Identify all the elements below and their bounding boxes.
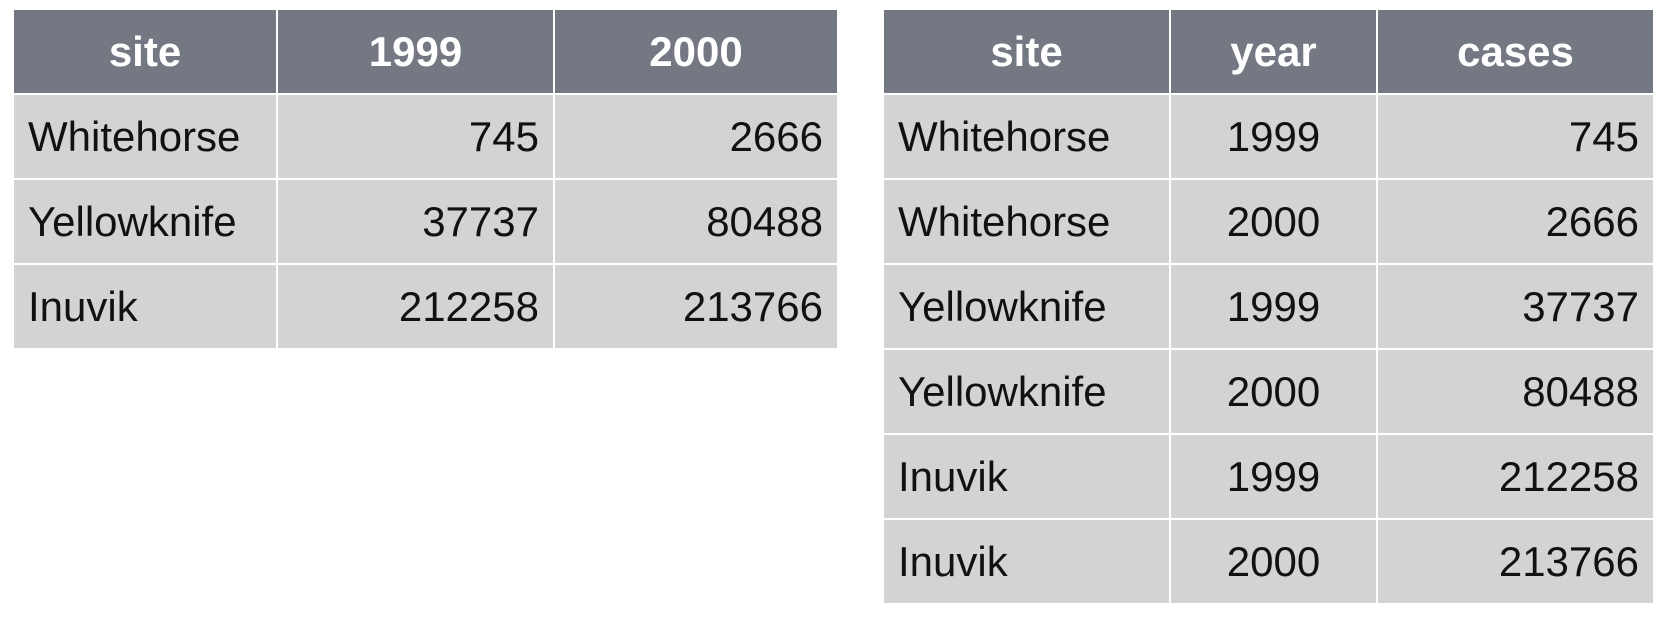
value-cell: 213766 — [553, 263, 839, 350]
column-header-1999: 1999 — [276, 8, 555, 95]
table-row: Yellowknife 37737 80488 — [12, 178, 839, 265]
column-header-2000: 2000 — [553, 8, 839, 95]
site-cell: Whitehorse — [12, 93, 278, 180]
site-cell: Yellowknife — [882, 263, 1171, 350]
table-row: Yellowknife 2000 80488 — [882, 348, 1655, 435]
year-cell: 1999 — [1169, 433, 1378, 520]
cases-cell: 212258 — [1376, 433, 1655, 520]
site-cell: Inuvik — [12, 263, 278, 350]
value-cell: 80488 — [553, 178, 839, 265]
cases-cell: 37737 — [1376, 263, 1655, 350]
table-row: Inuvik 1999 212258 — [882, 433, 1655, 520]
table-row: Inuvik 2000 213766 — [882, 518, 1655, 605]
cases-cell: 80488 — [1376, 348, 1655, 435]
value-cell: 745 — [276, 93, 555, 180]
year-cell: 1999 — [1169, 93, 1378, 180]
year-cell: 1999 — [1169, 263, 1378, 350]
value-cell: 2666 — [553, 93, 839, 180]
column-header-year: year — [1169, 8, 1378, 95]
table-header-row: site 1999 2000 — [12, 8, 839, 95]
cases-cell: 745 — [1376, 93, 1655, 180]
site-cell: Inuvik — [882, 433, 1171, 520]
site-cell: Whitehorse — [882, 178, 1171, 265]
site-cell: Yellowknife — [12, 178, 278, 265]
site-cell: Inuvik — [882, 518, 1171, 605]
cases-cell: 2666 — [1376, 178, 1655, 265]
column-header-site: site — [882, 8, 1171, 95]
cases-cell: 213766 — [1376, 518, 1655, 605]
site-cell: Whitehorse — [882, 93, 1171, 180]
table-row: Whitehorse 1999 745 — [882, 93, 1655, 180]
table-row: Whitehorse 745 2666 — [12, 93, 839, 180]
wide-format-table: site 1999 2000 Whitehorse 745 2666 Yello… — [12, 8, 839, 350]
table-row: Whitehorse 2000 2666 — [882, 178, 1655, 265]
value-cell: 37737 — [276, 178, 555, 265]
column-header-cases: cases — [1376, 8, 1655, 95]
year-cell: 2000 — [1169, 178, 1378, 265]
column-header-site: site — [12, 8, 278, 95]
table-row: Inuvik 212258 213766 — [12, 263, 839, 350]
value-cell: 212258 — [276, 263, 555, 350]
table-header-row: site year cases — [882, 8, 1655, 95]
year-cell: 2000 — [1169, 518, 1378, 605]
long-format-table: site year cases Whitehorse 1999 745 Whit… — [882, 8, 1655, 605]
table-row: Yellowknife 1999 37737 — [882, 263, 1655, 350]
site-cell: Yellowknife — [882, 348, 1171, 435]
year-cell: 2000 — [1169, 348, 1378, 435]
